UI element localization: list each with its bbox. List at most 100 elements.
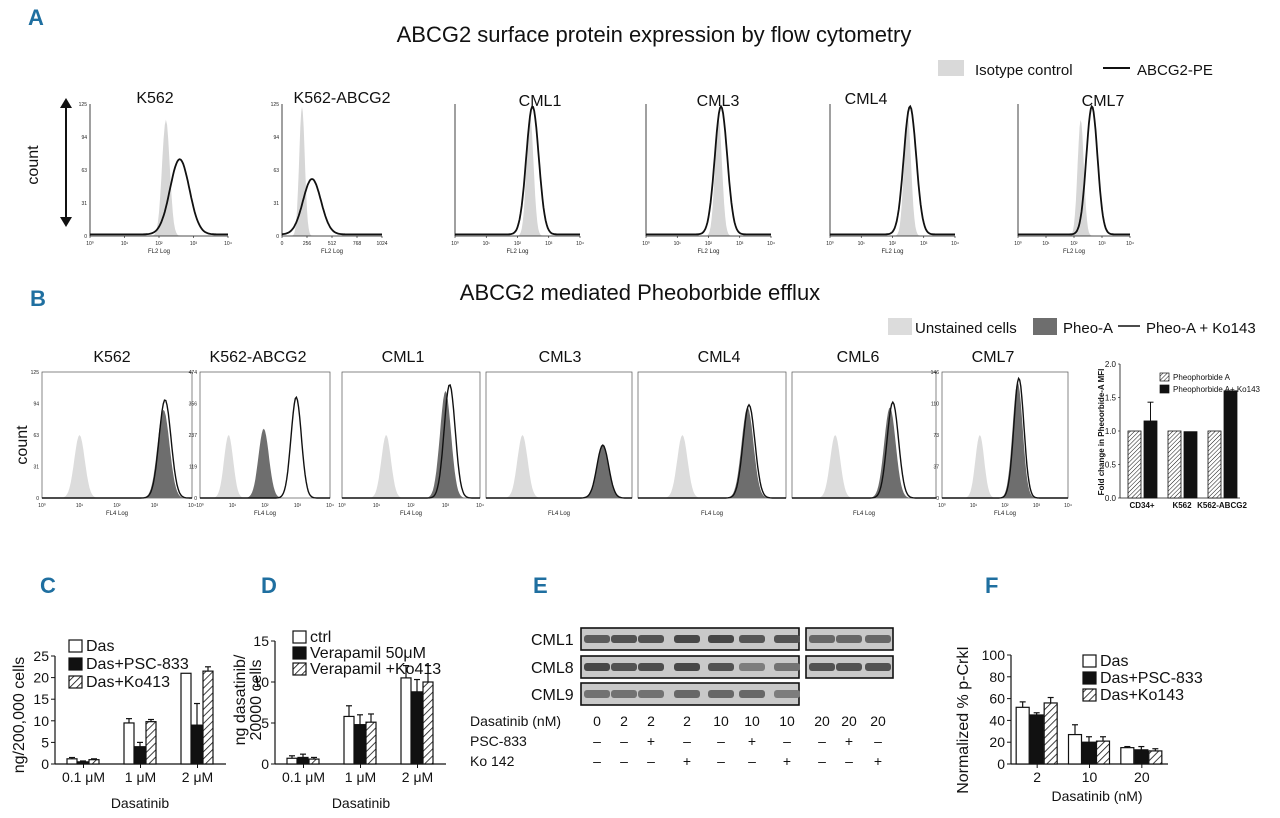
x-tick-label: 2 μM [402,769,433,785]
legend-label: Das+Ko413 [86,674,170,691]
x-tick-label: 10³ [1098,241,1106,247]
psc-833-sign: – [717,733,725,749]
count-arrow-head-up [60,98,72,108]
x-axis-label: FL2 Log [697,249,719,255]
blot-band [611,663,637,671]
y-tick-label: 94 [81,135,87,141]
flow-plot-title: CML3 [539,349,582,366]
blot-band [638,635,664,643]
panel-e-western-blot: CML1 CML8 CML9 Dasatinib (nM) PSC-833 Ko 142 0… [470,627,894,769]
blot-band [674,690,700,698]
bar-das-1-m [123,722,135,765]
x-tick-label: 10² [889,241,897,247]
x-tick-label: 10² [1070,241,1078,247]
psc-833-sign: – [783,733,791,749]
bar-das-psc-833-2-m [191,724,203,765]
dasatinib-dose: 20 [870,713,886,729]
pheo-a-histogram [638,407,786,498]
unstained-histogram [638,435,786,498]
x-tick-label: 10⁴ [767,241,775,247]
pheo-a-ko143-histogram [42,399,192,499]
bar-das-2 [1015,706,1030,765]
bar-das-20 [1120,747,1135,765]
blot-band [865,663,891,671]
y-tick-label: 110 [931,402,939,408]
pheo-a-ko143-histogram [638,403,786,499]
inset-y-tick-label: 0.0 [1105,494,1117,503]
y-tick-label: 0 [194,496,197,502]
legend-swatch [68,657,83,671]
panel-label-d: D [261,573,277,598]
psc-833-sign: + [647,733,655,749]
inset-legend-swatch [1159,384,1170,394]
ko142-sign: + [783,753,791,769]
ko142-sign: – [647,753,655,769]
ko142-sign: + [683,753,691,769]
flow-plot-title: K562-ABCG2 [210,349,307,366]
panel-a-count-axis: count [25,98,72,227]
x-tick-label: 10⁴ [188,503,196,509]
x-tick-label: 10³ [442,503,450,509]
panel-label-c: C [40,573,56,598]
y-tick-label: 0 [997,756,1005,772]
inset-y-tick-label: 0.5 [1105,461,1117,470]
blot-band [708,635,734,643]
x-tick-label: 10² [407,503,415,509]
x-tick-label: 10¹ [229,503,237,509]
x-tick-label: 768 [353,241,362,247]
count-arrow-head-down [60,217,72,227]
inset-x-tick-label: K562 [1172,501,1192,510]
blot-row-label: CML1 [531,632,574,649]
blot-band [708,690,734,698]
blot-band [638,663,664,671]
pheo-a-ko143-histogram [342,384,480,499]
x-axis-label: FL4 Log [106,511,128,517]
treatment-label: Ko 142 [470,753,515,769]
x-tick-label: 10³ [736,241,744,247]
inset-bar-pheophorbide-a-k562-abcg2 [1207,430,1222,499]
plot-frame [941,371,1069,499]
legend-label: Das+PSC-833 [86,656,189,673]
bar-das-psc-833-2 [1029,714,1044,765]
pheo-a-histogram [342,390,480,498]
inset-legend-label: Pheophorbide A+ Ko143 [1173,385,1261,394]
x-tick-label: 10⁰ [86,241,94,247]
inset-y-tick-label: 1.0 [1105,427,1117,436]
x-tick-label: 10⁰ [338,503,346,509]
x-axis-label: FL4 Log [548,511,570,517]
y-tick-label: 60 [989,691,1005,707]
pheo-a-histogram [942,382,1068,498]
x-tick-label: 10² [514,241,522,247]
x-tick-label: 10¹ [970,503,978,509]
x-tick-label: 0 [281,241,284,247]
flow-plot-title: CML7 [1082,93,1125,110]
x-tick-label: 10² [1001,503,1009,509]
unstained-histogram [200,435,330,498]
x-tick-label: 0.1 μM [282,769,325,785]
x-axis-label: FL2 Log [881,249,903,255]
panel-label-f: F [985,573,998,598]
x-tick-label: 10¹ [76,503,84,509]
blot-band [774,663,800,671]
x-tick-label: 2 μM [182,769,213,785]
x-tick-label: 10³ [294,503,302,509]
legend-swatch [292,646,307,660]
psc-833-sign: – [620,733,628,749]
bar-das-psc-833-1-m [134,746,146,765]
panel-d-chart: 0 5 10 15 0.1 μM 1 μM 2 μM Dasatinib ng dasatini… [232,629,446,811]
bar-verapamil-50-m-2-m [411,691,423,765]
inset-bar-pheophorbide-a-ko143-k562-abcg2 [1223,390,1238,499]
flow-plot-title: CML4 [845,91,888,108]
legend-label: ctrl [310,629,331,646]
x-tick-label: 10² [705,241,713,247]
inset-bar-pheophorbide-a-ko143-k562 [1183,431,1198,499]
x-tick-label: 2 [1033,769,1041,785]
blot-band [638,690,664,698]
x-tick-label: 10³ [151,503,159,509]
panel-a-legend: Isotype control ABCG2-PE [938,60,1213,79]
y-axis-label-line: 20000 cells [248,660,265,741]
x-axis-label: Dasatinib [111,795,170,811]
